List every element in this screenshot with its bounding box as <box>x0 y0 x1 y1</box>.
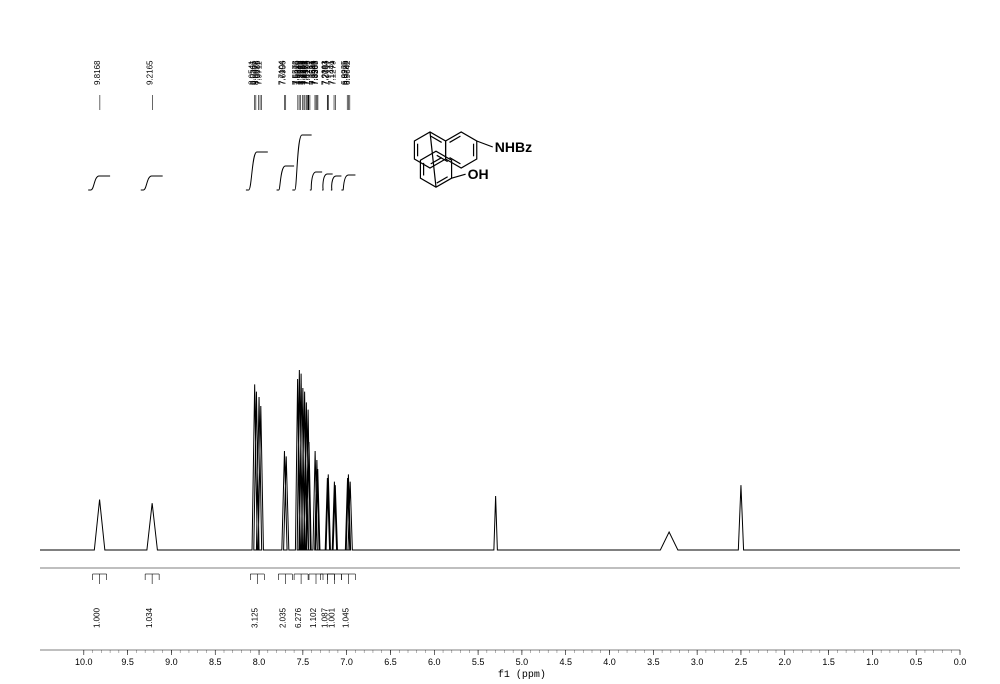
integral-value-label: 3.125 <box>250 607 259 628</box>
integral-curve <box>331 176 342 190</box>
integral-curve <box>277 166 295 190</box>
x-axis-tick-label: 1.5 <box>822 657 835 667</box>
integral-value-label: 1.045 <box>341 607 350 628</box>
x-axis-tick-label: 6.5 <box>384 657 397 667</box>
x-axis-tick-label: 0.5 <box>910 657 923 667</box>
x-axis-tick-label: 8.0 <box>253 657 266 667</box>
integral-curve <box>292 135 311 190</box>
x-axis-tick-label: 0.0 <box>954 657 967 667</box>
integral-value-label: 6.276 <box>294 607 303 628</box>
integral-value-label: 2.035 <box>278 607 287 628</box>
integral-curve <box>141 176 163 190</box>
x-axis-tick-label: 5.0 <box>516 657 529 667</box>
peak-ppm-label: 7.6956 <box>279 60 288 85</box>
x-axis-tick-label: 4.5 <box>559 657 572 667</box>
integral-curve <box>246 152 268 190</box>
peak-ppm-label: 6.9642 <box>343 60 352 85</box>
peak-ppm-label: 7.1279 <box>328 60 337 85</box>
x-axis-tick-label: 4.0 <box>603 657 616 667</box>
nmr-svg: 9.81689.21658.05418.03668.00757.98857.97… <box>0 0 1000 684</box>
integral-value-label: 1.001 <box>327 607 336 628</box>
x-axis-tick-label: 9.0 <box>165 657 178 667</box>
x-axis-tick-label: 3.5 <box>647 657 660 667</box>
integral-curve <box>88 176 110 190</box>
x-axis-tick-label: 10.0 <box>75 657 93 667</box>
integral-curve <box>310 172 322 190</box>
integral-value-label: 1.034 <box>145 607 154 628</box>
peak-ppm-label: 9.2165 <box>145 60 154 85</box>
integral-curve <box>341 175 355 190</box>
x-axis-tick-label: 6.0 <box>428 657 441 667</box>
peak-ppm-label: 7.9711 <box>255 61 264 85</box>
x-axis-tick-label: 8.5 <box>209 657 222 667</box>
x-axis-tick-label: 2.5 <box>735 657 748 667</box>
integral-curve <box>322 174 333 190</box>
molecule-label-nhbz: NHBz <box>495 139 532 155</box>
x-axis-tick-label: 7.5 <box>297 657 310 667</box>
x-axis-tick-label: 5.5 <box>472 657 485 667</box>
peak-ppm-label: 7.3283 <box>311 60 320 85</box>
x-axis-tick-label: 7.0 <box>340 657 353 667</box>
integral-value-label: 1.000 <box>93 607 102 628</box>
spectrum-trace <box>40 370 960 550</box>
molecule-label-oh: OH <box>468 166 489 182</box>
x-axis-tick-label: 2.0 <box>779 657 792 667</box>
peak-ppm-label: 9.8168 <box>93 60 102 85</box>
x-axis-tick-label: 3.0 <box>691 657 704 667</box>
nmr-spectrum-figure: 9.81689.21658.05418.03668.00757.98857.97… <box>0 0 1000 684</box>
x-axis-title: f1 (ppm) <box>498 669 546 681</box>
x-axis-tick-label: 1.0 <box>866 657 879 667</box>
integral-value-label: 1.102 <box>309 607 318 628</box>
x-axis-tick-label: 9.5 <box>121 657 134 667</box>
molecule-structure: NHBz OH <box>414 132 532 187</box>
